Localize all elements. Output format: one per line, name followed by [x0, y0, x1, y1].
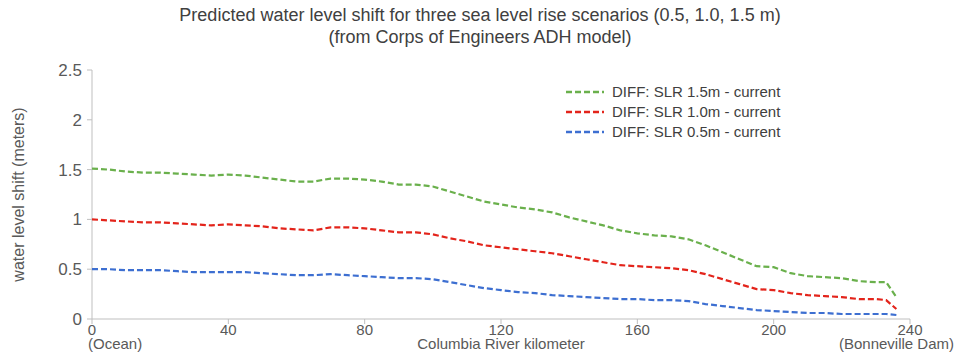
x-tick-label: 160: [625, 321, 650, 338]
x-axis-label: Columbia River kilometer: [417, 335, 585, 352]
legend-key: [566, 131, 604, 134]
subtitle: (from Corps of Engineers ADH model): [328, 27, 631, 47]
y-axis: [92, 70, 93, 319]
y-tick-label: 1: [73, 210, 82, 229]
legend-key: [566, 91, 604, 94]
series-line: [92, 219, 896, 309]
y-axis-label: water level shift (meters): [10, 107, 27, 282]
y-tick-label: 1.5: [58, 161, 82, 180]
legend: DIFF: SLR 1.5m - current DIFF: SLR 1.0m -…: [566, 83, 781, 140]
y-tick: [87, 70, 92, 71]
legend-label: DIFF: SLR 1.5m - current: [612, 83, 781, 100]
legend-label: DIFF: SLR 0.5m - current: [612, 123, 781, 140]
series-line: [92, 269, 896, 315]
chart: Predicted water level shift for three se…: [0, 0, 960, 356]
legend-label: DIFF: SLR 1.0m - current: [612, 103, 781, 120]
annotation: (Bonneville Dam): [839, 335, 954, 352]
legend-key: [566, 111, 604, 114]
y-tick: [87, 169, 92, 170]
x-tick-label: 200: [761, 321, 786, 338]
y-tick: [87, 319, 92, 320]
plot-area: [92, 169, 896, 315]
y-tick-label: 0: [73, 310, 82, 329]
y-tick: [87, 119, 92, 120]
series-line: [92, 169, 896, 297]
title: Predicted water level shift for three se…: [179, 5, 780, 25]
y-tick: [87, 269, 92, 270]
x-tick-label: 80: [356, 321, 373, 338]
annotation: (Ocean): [88, 335, 142, 352]
y-tick: [87, 219, 92, 220]
y-tick-label: 2.5: [58, 61, 82, 80]
x-tick-label: 40: [220, 321, 237, 338]
y-tick-label: 2: [73, 111, 82, 130]
y-tick-label: 0.5: [58, 260, 82, 279]
